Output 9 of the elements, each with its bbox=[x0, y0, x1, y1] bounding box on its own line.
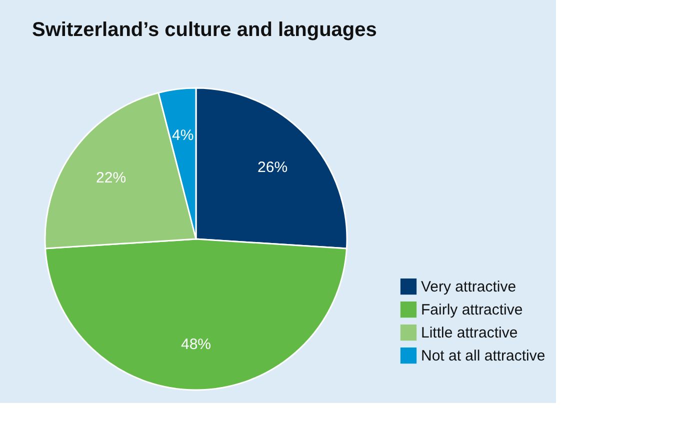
legend-label: Little attractive bbox=[421, 324, 518, 342]
data-label: 26% bbox=[258, 159, 288, 176]
chart-title: Switzerland’s culture and languages bbox=[32, 19, 377, 41]
legend-label: Fairly attractive bbox=[421, 302, 523, 318]
data-label: 48% bbox=[180, 336, 212, 353]
legend-label: Very attractive bbox=[421, 278, 516, 296]
legend-label: Not at all attractive bbox=[421, 348, 546, 364]
data-label: 4% bbox=[172, 126, 194, 144]
data-label: 22% bbox=[96, 169, 126, 186]
